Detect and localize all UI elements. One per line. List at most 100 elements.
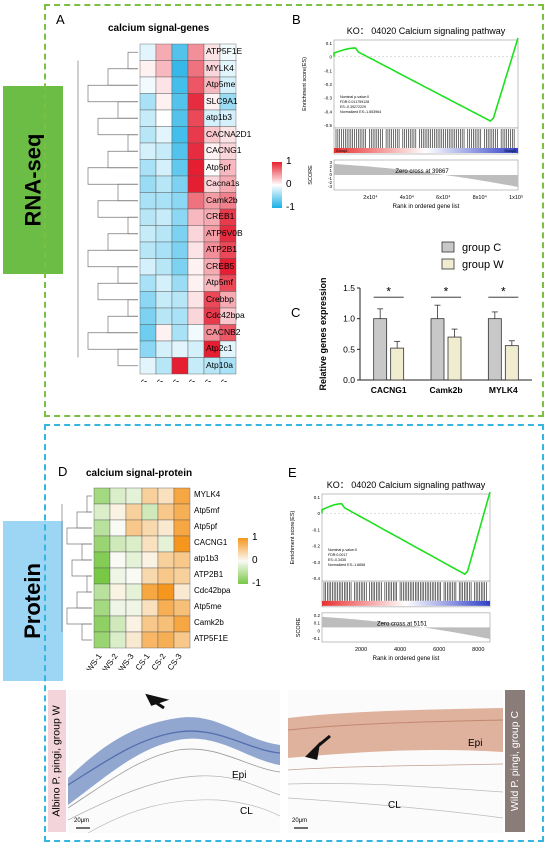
heatmap-cell [171, 258, 189, 276]
heatmap-cell [93, 551, 111, 569]
bar-group-C [373, 318, 388, 381]
heatmap-cell [171, 291, 189, 309]
gsea-title: KO： 04020 Calcium signaling pathway [347, 26, 506, 36]
heatmap-cell [139, 225, 157, 243]
gsea-x-tick: 2x10⁴ [363, 194, 378, 201]
heatmap-cell [141, 583, 159, 601]
heatmap-cell [173, 615, 191, 633]
heatmap-cell [187, 324, 205, 342]
heatmap-cell [93, 599, 111, 617]
bar-group-C [430, 318, 445, 381]
heatmap-cell [155, 324, 173, 342]
scale-bar-label-w: 20μm [74, 818, 90, 824]
sample-label: C2-S [194, 377, 213, 382]
gsea-x-tick: 6x10⁴ [436, 194, 451, 201]
gsea-enrichment-curve [333, 37, 519, 122]
gene-label: ATP6V0B [206, 227, 243, 238]
heatmap-cell [141, 599, 159, 617]
heatmap-cell [157, 599, 175, 617]
heatmap-cell [171, 142, 189, 160]
heatmap-cell [109, 567, 127, 585]
gsea-es-frame [321, 493, 491, 582]
heatmap-cell [155, 76, 173, 94]
gsea-xlabel: Rank in ordered gene list [373, 656, 440, 662]
gene-label: CACNG1 [194, 538, 228, 547]
panel-label-d: D [58, 464, 68, 479]
gsea-y-tick: -0.3 [312, 560, 320, 565]
histology-image-w [68, 693, 280, 833]
gsea-score-tick: 3 [329, 160, 332, 165]
heatmap-cell [139, 93, 157, 111]
heatmap-cell [171, 175, 189, 193]
heatmap-cell [219, 357, 237, 375]
heatmap-cell [141, 615, 159, 633]
gsea-score-tick: 2 [329, 164, 332, 169]
dendrogram-branch [81, 543, 92, 561]
legend-label: group C [462, 242, 501, 254]
protein-heatmap: WS-1WS-2WS-3CS-1CS-2CS-3 [61, 487, 191, 670]
gene-label: Atp2c1 [206, 343, 233, 353]
gsea-score-tick: -2 [328, 180, 332, 185]
heatmap-cell [139, 291, 157, 309]
gene-label: Cdc42bpa [194, 586, 231, 595]
heatmap-cell [139, 142, 157, 160]
bar-category-label: MYLK4 [489, 385, 518, 395]
heatmap-cell [109, 583, 127, 601]
gsea-y-tick: -0.4 [312, 576, 320, 581]
bar-group-W [504, 345, 519, 381]
heatmap-cell [171, 109, 189, 127]
gsea-ylabel: Enrichment score(ES) [302, 57, 308, 111]
heatmap-cell [187, 175, 205, 193]
gsea-zero-cross: Zero cross at 39867 [395, 169, 449, 175]
rna-seq-label: RNA-seq [20, 133, 45, 227]
significance-mark: * [386, 284, 391, 298]
gsea-y-tick: 0 [329, 55, 332, 60]
heatmap-cell [155, 241, 173, 259]
heatmap-cell [187, 76, 205, 94]
heatmap-cell [187, 192, 205, 210]
gene-label: ATP2B1 [206, 244, 238, 254]
heatmap-cell [187, 258, 205, 276]
rna-seq-frame [44, 4, 544, 417]
gsea-ylabel: Enrichment score(ES) [290, 510, 296, 564]
gsea-score-label: SCORE [296, 617, 302, 637]
heatmap-cell [155, 60, 173, 78]
bar-y-tick: 1.5 [343, 283, 355, 293]
dendrogram-branch [81, 623, 92, 641]
dendrogram-branch [97, 200, 138, 218]
dendrogram-branch [127, 134, 138, 152]
heatmap-cell [157, 615, 175, 633]
gsea-x-tick: 4x10⁴ [400, 194, 415, 201]
gene-label: ATP5F1E [206, 46, 243, 56]
colorbar-tick: -1 [286, 202, 295, 213]
gsea-y-tick: 0.1 [326, 41, 333, 46]
heatmap-cell [125, 615, 143, 633]
heatmap-cell [93, 535, 111, 553]
heatmap-cell [171, 307, 189, 325]
heatmap-cell [157, 535, 175, 553]
dendrogram-branch [76, 511, 92, 529]
dendrogram-branch [86, 575, 92, 593]
heatmap-cell [139, 126, 157, 144]
heatmap-cell [109, 535, 127, 553]
heatmap-cell [187, 43, 205, 61]
gene-label: MYLK4 [206, 62, 234, 73]
heatmap-cell [93, 631, 111, 649]
gsea-score-tick: 0 [329, 172, 332, 177]
dendrogram-branch [87, 249, 138, 268]
colorbar-tick: 1 [286, 156, 292, 167]
heatmap-cell [93, 487, 111, 505]
sample-label: W3-S [161, 377, 182, 382]
heatmap-cell [157, 631, 175, 649]
heatmap-cell [171, 93, 189, 111]
heatmap-cell [125, 551, 143, 569]
heatmap-cell [109, 503, 127, 521]
gsea-y-tick: -0.3 [324, 96, 332, 101]
heatmap-cell [171, 60, 189, 78]
gsea-score-label: SCORE [308, 165, 314, 185]
dendrogram-branch [66, 607, 92, 625]
gsea-y-tick: -0.2 [324, 82, 332, 87]
gsea-score-tick: 0 [317, 628, 320, 633]
heatmap-cell [173, 503, 191, 521]
dendrogram-branch [107, 68, 138, 86]
